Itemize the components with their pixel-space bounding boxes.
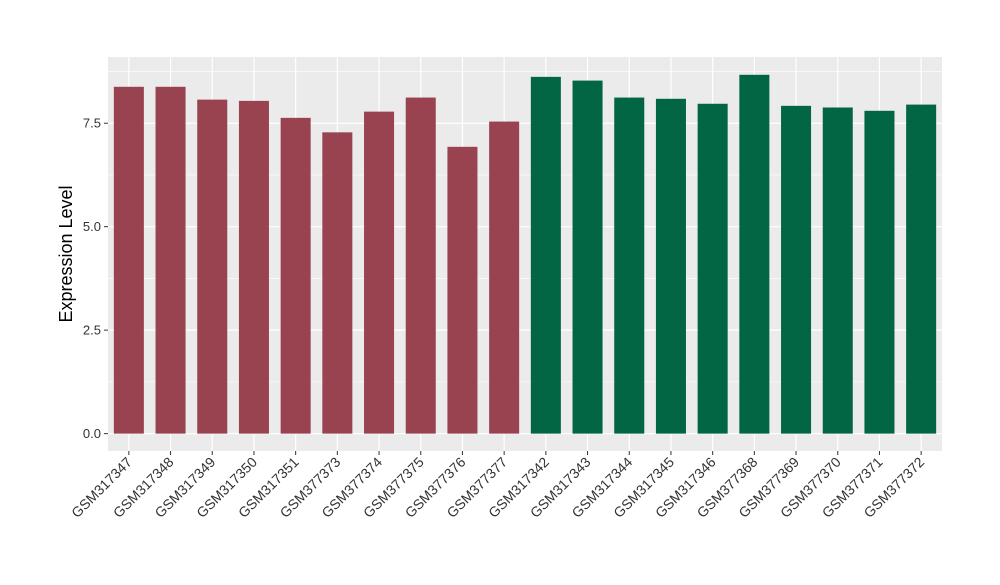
bar [280,117,311,434]
bar [155,86,186,434]
bar [781,105,812,434]
bar [614,97,645,434]
bar [655,98,686,434]
bar [113,86,144,434]
bars [113,74,937,434]
bar [739,74,770,434]
bar [238,100,269,434]
bar [697,103,728,434]
bar [197,99,228,434]
bar [447,146,478,434]
y-tick-label: 2.5 [83,323,101,338]
bar [822,107,853,434]
bar [864,110,895,434]
bar [572,80,603,434]
y-axis-label: Expression Level [56,185,76,322]
plot-panel [108,57,942,451]
bar [906,104,937,434]
y-tick-label: 5.0 [83,219,101,234]
bar [530,76,561,434]
bar [322,132,353,434]
y-tick-label: 7.5 [83,116,101,131]
y-axis: 0.0 2.5 5.0 7.5 [83,116,108,441]
bar [405,97,436,434]
bar [364,111,395,434]
y-tick-label: 0.0 [83,426,101,441]
bar [489,121,520,434]
x-axis: GSM317347GSM317348GSM317349GSM317350GSM3… [68,451,927,521]
